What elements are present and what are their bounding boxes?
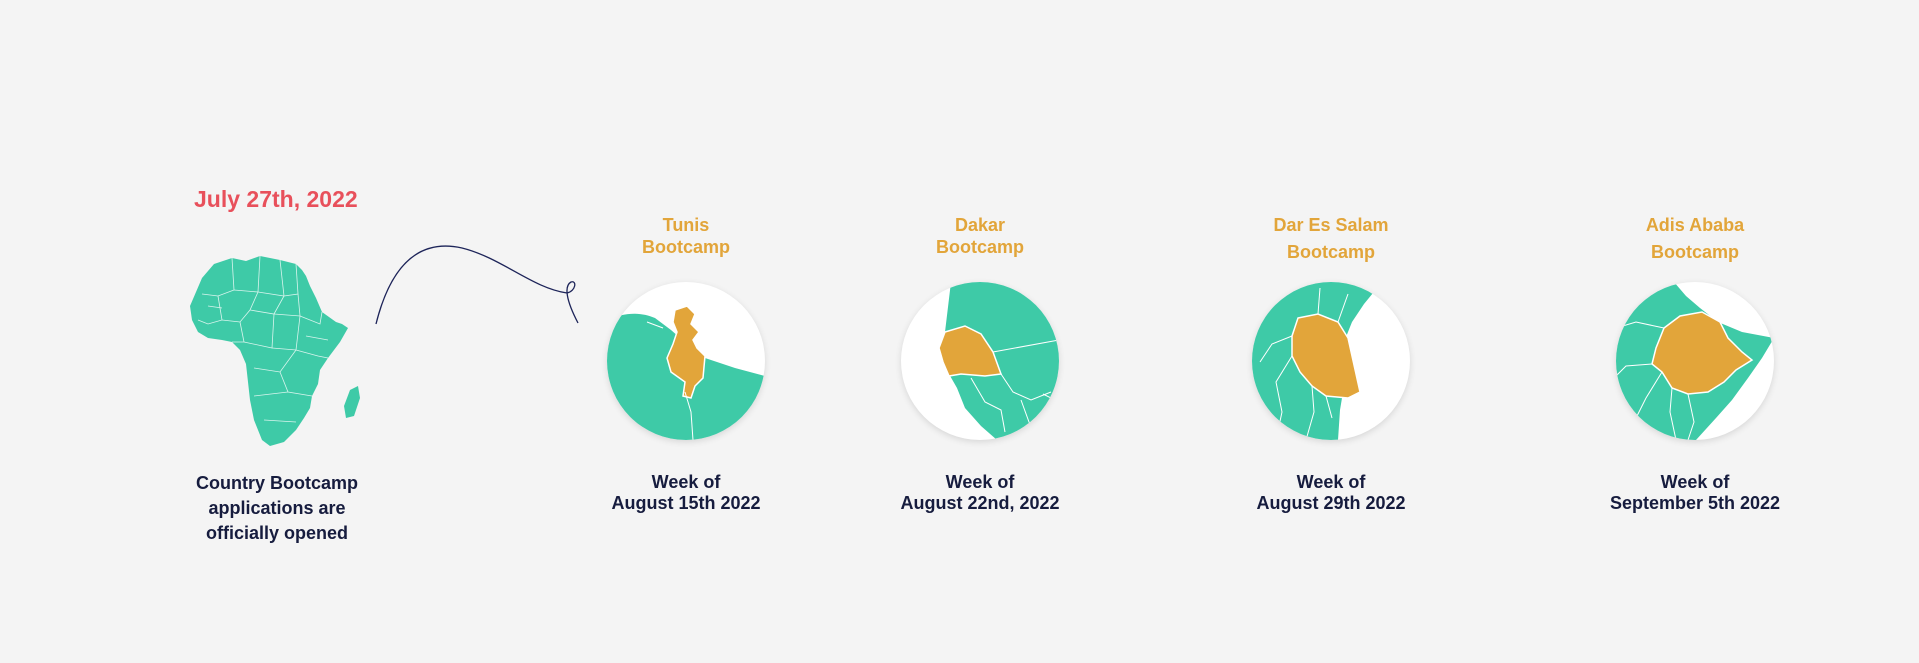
bootcamp-label: Bootcamp [1650, 242, 1739, 262]
week-label: Week of [1296, 472, 1366, 492]
bootcamp-stop-dar-es-salam: Dar Es Salam Bootcamp Week of August 29t… [1211, 212, 1451, 513]
bootcamp-city: Dar Es Salam [1273, 215, 1389, 235]
week-label: Week of [945, 472, 1015, 492]
bootcamp-stop-tunis: Tunis Bootcamp Week of August 15th 2022 [566, 214, 806, 513]
bootcamp-map-circle [901, 282, 1059, 440]
week-label: Week of [1660, 472, 1730, 492]
announcement-text: Country Bootcamp applications are offici… [180, 471, 374, 546]
bootcamp-map-circle [607, 282, 765, 440]
bootcamp-week: Week of September 5th 2022 [1575, 472, 1815, 514]
week-date: September 5th 2022 [1609, 493, 1781, 513]
announcement-line: officially opened [205, 523, 349, 543]
bootcamp-title: Tunis Bootcamp [566, 214, 806, 258]
bootcamp-title: Dar Es Salam Bootcamp [1211, 212, 1451, 266]
bootcamp-week: Week of August 15th 2022 [566, 472, 806, 514]
ethiopia-map-icon [1616, 282, 1774, 440]
bootcamp-title: Dakar Bootcamp [860, 214, 1100, 258]
week-date: August 15th 2022 [611, 493, 761, 513]
week-label: Week of [651, 472, 721, 492]
week-date: August 22nd, 2022 [900, 493, 1060, 513]
bootcamp-label: Bootcamp [1286, 242, 1375, 262]
bootcamp-label: Bootcamp [641, 237, 730, 257]
announcement-line: Country Bootcamp [196, 473, 358, 493]
bootcamp-map-circle [1616, 282, 1774, 440]
bootcamp-title: Adis Ababa Bootcamp [1575, 212, 1815, 266]
bootcamp-city: Tunis [662, 215, 710, 235]
tunisia-map-icon [607, 305, 765, 440]
announcement-line: applications are [208, 498, 346, 518]
bootcamp-stop-adis-ababa: Adis Ababa Bootcamp Week of September 5t… [1575, 212, 1815, 513]
announcement-date: July 27th, 2022 [194, 186, 358, 212]
week-date: August 29th 2022 [1256, 493, 1406, 513]
bootcamp-week: Week of August 22nd, 2022 [860, 472, 1100, 514]
bootcamp-stop-dakar: Dakar Bootcamp Week of August 22nd, 2022 [860, 214, 1100, 513]
bootcamp-city: Adis Ababa [1645, 215, 1745, 235]
senegal-map-icon [938, 282, 1059, 440]
bootcamp-map-circle [1252, 282, 1410, 440]
connector-curve [375, 245, 579, 325]
bootcamp-city: Dakar [954, 215, 1006, 235]
bootcamp-week: Week of August 29th 2022 [1211, 472, 1451, 514]
tanzania-map-icon [1252, 282, 1382, 440]
bootcamp-label: Bootcamp [935, 237, 1024, 257]
africa-map-icon [190, 255, 360, 446]
